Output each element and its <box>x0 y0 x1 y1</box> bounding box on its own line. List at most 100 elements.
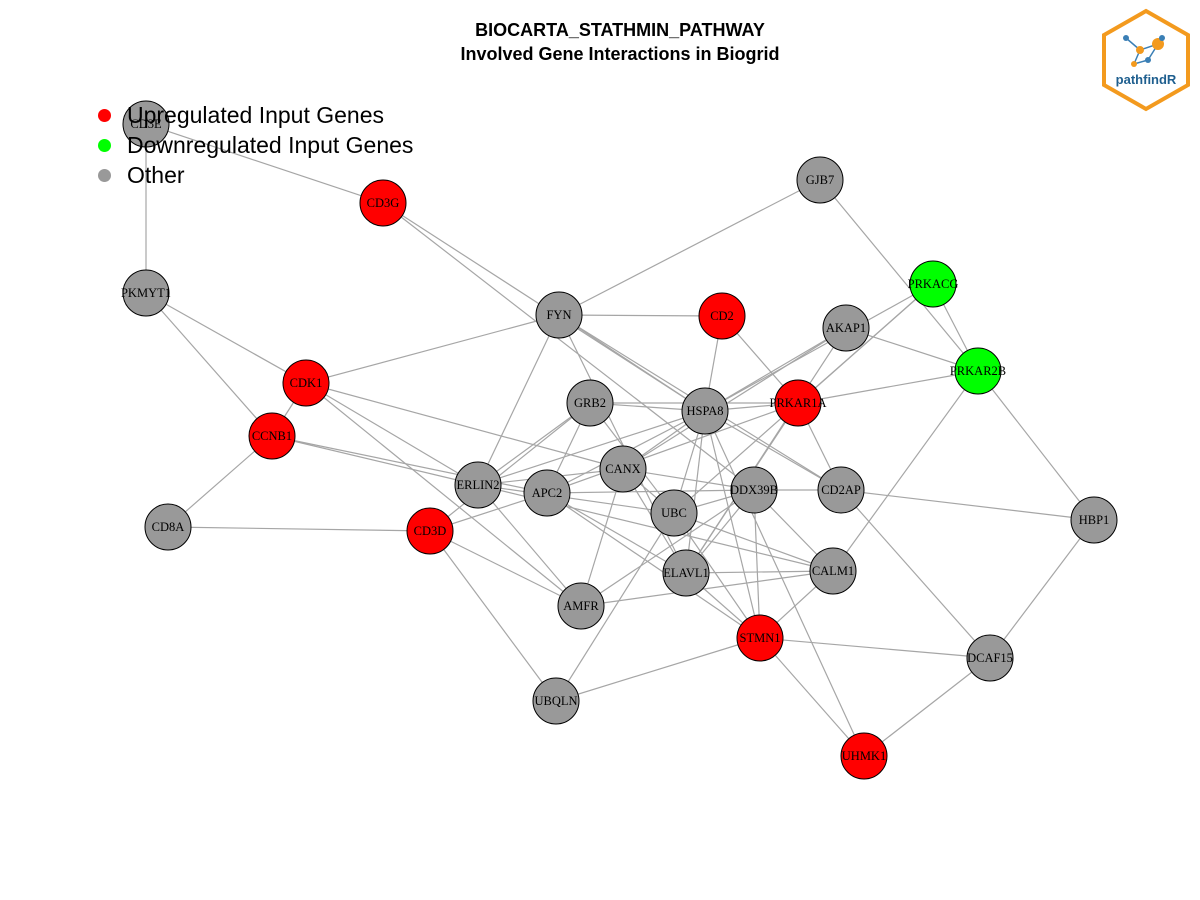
edge-erlin2-amfr <box>477 484 582 607</box>
gene-node-circle <box>650 489 698 537</box>
edge-cd2ap-hbp1 <box>840 489 1095 521</box>
legend-item-other: Other <box>98 160 413 190</box>
gene-node-circle <box>662 549 710 597</box>
edge-stmn1-dcaf15 <box>759 637 991 659</box>
gene-node-label: CALM1 <box>812 564 854 578</box>
legend-label-upregulated: Upregulated Input Genes <box>127 101 385 128</box>
gene-node-ccnb1: CCNB1 <box>248 412 296 460</box>
gene-node-circle <box>954 347 1002 395</box>
edge-pkmyt1-ccnb1 <box>145 292 273 437</box>
node-layer: CD3E CD3G GJB7 PKMYT1 PRKACG FYN CD2 AKAP1 PRKAR… <box>121 100 1118 780</box>
edge-erlin2-ubc <box>477 484 675 514</box>
gene-node-grb2: GRB2 <box>566 379 614 427</box>
edge-hspa8-cd2ap <box>704 410 842 491</box>
gene-node-label: UBQLN <box>534 694 577 708</box>
legend-dot-other <box>98 168 111 182</box>
edge-hspa8-erlin2 <box>477 410 706 486</box>
gene-node-calm1: CALM1 <box>809 547 857 595</box>
edge-cd3g-ddx39b <box>382 202 755 491</box>
gene-node-circle <box>359 179 407 227</box>
gene-node-label: CD3E <box>130 117 162 131</box>
gene-node-circle <box>809 547 857 595</box>
edge-dcaf15-uhmk1 <box>863 657 991 757</box>
edge-prkacg-hspa8 <box>704 283 934 412</box>
gene-node-label: HSPA8 <box>686 404 723 418</box>
gene-node-ubc: UBC <box>650 489 698 537</box>
gene-node-apc2: APC2 <box>523 469 571 517</box>
gene-node-circle <box>406 507 454 555</box>
gene-node-circle <box>796 156 844 204</box>
edge-prkar1a-apc2 <box>546 402 799 494</box>
gene-node-label: PRKAR1A <box>770 396 827 410</box>
gene-node-cd2: CD2 <box>698 292 746 340</box>
gene-node-circle <box>566 379 614 427</box>
gene-node-cd3d: CD3D <box>406 507 454 555</box>
gene-node-circle <box>248 412 296 460</box>
gene-node-circle <box>966 634 1014 682</box>
gene-node-label: CCNB1 <box>252 429 292 443</box>
gene-node-gjb7: GJB7 <box>796 156 844 204</box>
gene-node-label: ELAVL1 <box>663 566 709 580</box>
edge-ddx39b-stmn1 <box>753 489 761 639</box>
gene-node-label: CD2AP <box>821 483 861 497</box>
legend: Upregulated Input Genes Downregulated In… <box>98 100 413 190</box>
edge-hspa8-stmn1 <box>704 410 761 639</box>
gene-node-prkar1a: PRKAR1A <box>770 379 827 427</box>
gene-node-erlin2: ERLIN2 <box>454 461 502 509</box>
gene-node-circle <box>122 100 170 148</box>
pathfindr-logo: pathfindR <box>1102 8 1190 112</box>
gene-node-hbp1: HBP1 <box>1070 496 1118 544</box>
logo-node-icon <box>1159 35 1165 41</box>
gene-node-uhmk1: UHMK1 <box>840 732 888 780</box>
gene-node-label: UBC <box>661 506 687 520</box>
gene-node-cd2ap: CD2AP <box>817 466 865 514</box>
gene-node-prkacg: PRKACG <box>908 260 958 308</box>
gene-node-circle <box>599 445 647 493</box>
gene-node-label: CANX <box>605 462 640 476</box>
edge-grb2-cd3d <box>429 402 591 532</box>
gene-node-label: ERLIN2 <box>456 478 499 492</box>
gene-node-circle <box>523 469 571 517</box>
gene-node-circle <box>840 732 888 780</box>
edge-cdk1-erlin2 <box>305 382 479 486</box>
gene-node-cd8a: CD8A <box>144 503 192 551</box>
logo-node-icon <box>1131 61 1137 67</box>
gene-node-label: PKMYT1 <box>121 286 171 300</box>
gene-node-circle <box>817 466 865 514</box>
legend-dot-upregulated <box>98 108 111 122</box>
gene-node-label: GRB2 <box>574 396 606 410</box>
gene-node-label: UHMK1 <box>842 749 886 763</box>
gene-node-cd3g: CD3G <box>359 179 407 227</box>
gene-node-circle <box>535 291 583 339</box>
edge-apc2-stmn1 <box>546 492 761 639</box>
legend-label-downregulated: Downregulated Input Genes <box>127 131 414 158</box>
gene-node-circle <box>454 461 502 509</box>
edge-cd3e-cd3g <box>145 123 384 204</box>
gene-node-ubqln: UBQLN <box>532 677 580 725</box>
edge-ubc-stmn1 <box>673 512 761 639</box>
gene-node-circle <box>774 379 822 427</box>
edge-fyn-cdk1 <box>305 314 560 384</box>
edge-akap1-hspa8 <box>704 327 847 412</box>
gene-node-circle <box>1070 496 1118 544</box>
edge-stmn1-uhmk1 <box>759 637 865 757</box>
gene-node-label: FYN <box>546 308 571 322</box>
gene-node-akap1: AKAP1 <box>822 304 870 352</box>
edge-cd8a-cd3d <box>167 526 431 532</box>
edge-prkar2b-calm1 <box>832 370 979 572</box>
gene-node-label: CD3D <box>414 524 447 538</box>
edge-fyn-cd2 <box>558 314 723 317</box>
gene-node-label: DCAF15 <box>967 651 1013 665</box>
gene-node-amfr: AMFR <box>557 582 605 630</box>
edge-gjb7-prkar2b <box>819 179 979 372</box>
gene-node-dcaf15: DCAF15 <box>966 634 1014 682</box>
gene-node-label: AMFR <box>563 599 599 613</box>
gene-node-label: CDK1 <box>290 376 323 390</box>
gene-node-fyn: FYN <box>535 291 583 339</box>
gene-node-circle <box>557 582 605 630</box>
gene-node-circle <box>909 260 957 308</box>
edge-gjb7-fyn <box>558 179 821 316</box>
edge-akap1-canx <box>622 327 847 470</box>
gene-node-circle <box>282 359 330 407</box>
gene-node-circle <box>122 269 170 317</box>
